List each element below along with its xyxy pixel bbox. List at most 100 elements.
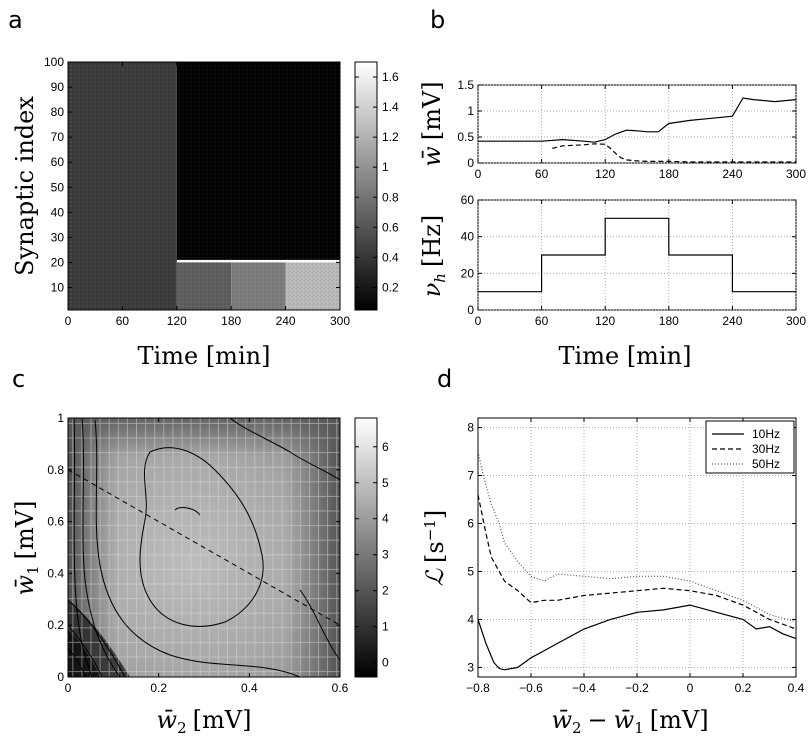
panel-a-xtick-label: 120 xyxy=(167,314,187,328)
panel-c-heatmap: 0 0.2 0.4 0.6 0 0.2 0.4 0.6 0.8 1 w̄2 [mV] w̄1[mV]… xyxy=(11,411,389,737)
panel-a-xtick-label: 60 xyxy=(116,314,130,328)
panel-a-ytick-label: 80 xyxy=(51,105,65,119)
panel-d-ylabel: ℒ[s−1] xyxy=(421,510,449,586)
panel-b-bottom-xtick-label: 300 xyxy=(786,314,806,328)
panel-d-xtick-label: −0.8 xyxy=(466,681,490,695)
panel-a-xlabel: Time [min] xyxy=(138,342,271,370)
panel-b-bottom-series-0 xyxy=(478,217,796,293)
panel-letter-b: b xyxy=(430,6,445,34)
panel-a-colorbar-label: 0.6 xyxy=(382,220,399,234)
panel-c-xtick-label: 0.2 xyxy=(150,681,167,695)
panel-d-ytick-label: 4 xyxy=(467,612,474,626)
panel-d-xtick-label: 0.4 xyxy=(788,681,805,695)
panel-a-colorbar-label: 0.2 xyxy=(382,280,399,294)
panel-a-xtick-label: 300 xyxy=(330,314,350,328)
panel-d-ytick-label: 6 xyxy=(467,517,474,531)
panel-b-bottom-xtick-label: 0 xyxy=(475,314,482,328)
panel-c-colorbar-label: 0 xyxy=(382,656,389,670)
panel-c-ylabel: w̄1[mV] xyxy=(11,501,42,596)
panel-b-top-ylabel: w̄[mV] xyxy=(418,81,446,166)
panel-b-bottom-xlabel: Time [min] xyxy=(559,342,692,370)
panel-b-bottom-xtick-label: 180 xyxy=(659,314,679,328)
panel-d-ytick-label: 8 xyxy=(467,421,474,435)
panel-d-series-10Hz xyxy=(477,604,797,671)
panel-a-ytick-label: 70 xyxy=(51,130,65,144)
panel-d-ytick-label: 7 xyxy=(467,469,474,483)
panel-a-ytick-label: 10 xyxy=(51,280,65,294)
panel-d-xlabel: w̄2− w̄1 [mV] xyxy=(551,706,708,737)
panel-a-ytick-label: 90 xyxy=(51,80,65,94)
panel-b-top-plot: 0 60 120 180 240 300 0 0.5 1 1.5 w̄[mV] xyxy=(418,78,806,181)
panel-b-bottom-ytick-label: 40 xyxy=(461,230,475,244)
panel-c-colorbar-label: 2 xyxy=(382,584,389,598)
panel-a-ytick-label: 100 xyxy=(44,55,64,69)
panel-d-xtick-label: 0 xyxy=(687,681,694,695)
panel-d-legend-label-50Hz: 50Hz xyxy=(752,457,780,471)
panel-b-top-series-1 xyxy=(552,143,796,163)
panel-b-bottom-xtick-label: 60 xyxy=(535,314,549,328)
panel-a-colorbar-label: 1.6 xyxy=(382,70,399,84)
panel-b-bottom-ylabel: νh[Hz] xyxy=(418,215,449,298)
panel-c-xtick-label: 0.4 xyxy=(241,681,258,695)
panel-a-ylabel: Synaptic index xyxy=(11,96,39,276)
panel-a-colorbar xyxy=(354,61,378,311)
panel-letter-a: a xyxy=(8,6,23,34)
panel-a-colorbar-label: 1.4 xyxy=(382,100,399,114)
panel-d-legend-label-10Hz: 10Hz xyxy=(752,427,780,441)
panel-c-frame xyxy=(67,417,341,678)
panel-c-colorbar-label: 5 xyxy=(382,476,389,490)
panel-c-ytick-label: 0.2 xyxy=(47,618,64,632)
panel-d-ytick-label: 3 xyxy=(467,660,474,674)
panel-b-top-ytick-label: 1 xyxy=(467,104,474,118)
panel-a-heatmap: 0 60 120 180 240 300 10 20 30 40 50 60 70 80 90 100 Tim… xyxy=(11,55,399,370)
panel-b-top-series-0 xyxy=(478,97,797,143)
panel-a-colorbar-label: 1.2 xyxy=(382,130,399,144)
panel-a-colorbar-label: 0.8 xyxy=(382,190,399,204)
panel-d-legend-box xyxy=(705,420,795,474)
panel-a-frame xyxy=(67,61,341,311)
panel-c-ytick-label: 0.8 xyxy=(47,463,64,477)
panel-b-top-xtick-label: 180 xyxy=(659,167,679,181)
panel-c-ytick-label: 0.4 xyxy=(47,566,64,580)
panel-b-bottom-plot: 0 60 120 180 240 300 0 20 40 60 Time [min] νh[Hz] xyxy=(418,193,806,370)
panel-b-top-xtick-label: 60 xyxy=(535,167,549,181)
panel-d-xtick-label: 0.2 xyxy=(735,681,752,695)
panel-b-bottom-ytick-label: 0 xyxy=(467,303,474,317)
panel-a-ytick-label: 50 xyxy=(51,180,65,194)
panel-b-top-xtick-label: 0 xyxy=(475,167,482,181)
panel-c-xtick-label: 0 xyxy=(65,681,72,695)
panel-a-ytick-label: 20 xyxy=(51,255,65,269)
panel-letter-c: c xyxy=(12,365,25,393)
panel-c-ytick-label: 0 xyxy=(57,670,64,684)
panel-b-top-ytick-label: 0.5 xyxy=(457,130,474,144)
panel-c-colorbar-label: 1 xyxy=(382,620,389,634)
panel-c-ytick-label: 1 xyxy=(57,411,64,425)
panel-a-xtick-label: 240 xyxy=(276,314,296,328)
panel-b-top-ytick-label: 1.5 xyxy=(457,78,474,92)
panel-d-xtick-label: −0.6 xyxy=(519,681,543,695)
panel-b-top-xtick-label: 120 xyxy=(595,167,615,181)
panel-b-top-xtick-label: 300 xyxy=(786,167,806,181)
panel-c-colorbar-label: 3 xyxy=(382,548,389,562)
panel-a-colorbar-label: 0.4 xyxy=(382,250,399,264)
panel-c-colorbar-label: 6 xyxy=(382,440,389,454)
panel-d-ytick-label: 5 xyxy=(467,564,474,578)
panel-a-ytick-label: 40 xyxy=(51,205,65,219)
panel-a-xtick-label: 180 xyxy=(221,314,241,328)
panel-a-ytick-label: 60 xyxy=(51,155,65,169)
panel-d-series-50Hz xyxy=(477,451,797,623)
panel-b-top-ytick-label: 0 xyxy=(467,156,474,170)
panel-c-xtick-label: 0.6 xyxy=(332,681,349,695)
panel-d-legend-label-30Hz: 30Hz xyxy=(752,442,780,456)
panel-b-top-xtick-label: 240 xyxy=(722,167,742,181)
panel-c-colorbar-label: 4 xyxy=(382,512,389,526)
panel-d-plot: −0.8 −0.6 −0.4 −0.2 0 0.2 0.4 3 4 5 6 7 8 10Hz30Hz50… xyxy=(421,417,805,737)
panel-a-colorbar-label: 1 xyxy=(382,160,389,174)
panel-c-dashed-line xyxy=(67,469,341,626)
panel-d-xtick-label: −0.2 xyxy=(625,681,649,695)
panel-b-bottom-ytick-label: 60 xyxy=(461,193,475,207)
panel-b-bottom-ytick-label: 20 xyxy=(461,266,475,280)
panel-b-bottom-xtick-label: 240 xyxy=(722,314,742,328)
